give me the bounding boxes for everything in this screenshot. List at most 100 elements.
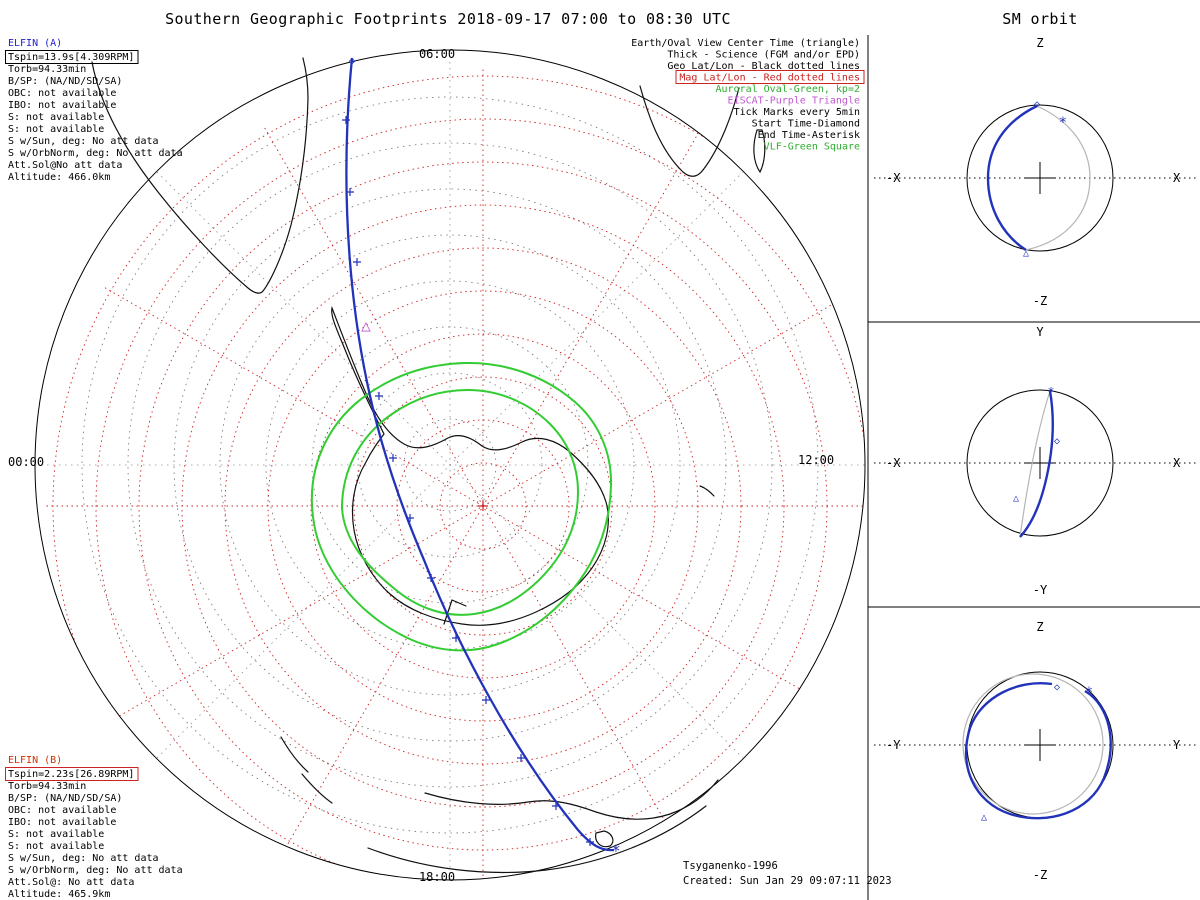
australia-south-coastline (424, 779, 719, 820)
mag-lat-circle (224, 247, 742, 765)
new-zealand-north-island (301, 773, 333, 804)
auroral-oval-outer (310, 361, 613, 652)
axis-label-bottom: -Z (1033, 868, 1047, 882)
orbit-near-arc (964, 681, 1112, 820)
mlt-label-top: 06:00 (419, 47, 455, 61)
legend-line: End Time-Asterisk (758, 130, 860, 141)
center-time-triangle-marker: △ (1013, 493, 1019, 504)
elfin-b-tspin-box (5, 767, 139, 781)
elfin-b-line: Altitude: 465.9km (8, 889, 110, 900)
eiscat-triangle-marker: △ (361, 316, 371, 335)
center-cross (1024, 729, 1056, 761)
elfin-a-tspin-box (5, 50, 139, 64)
elfin-a-line: S: not available (8, 124, 104, 135)
elfin-a-info: ELFIN (A) Tspin=13.9s[4.309RPM] Torb=94.… (5, 38, 183, 183)
elfin-b-line: S: not available (8, 829, 104, 840)
sm-orbit-title: SM orbit (1002, 10, 1077, 28)
elfin-b-line: B/SP: (NA/ND/SD/SA) (8, 793, 122, 804)
legend-line: Mag Lat/Lon - Red dotted lines (679, 73, 860, 84)
footer: Tsyganenko-1996 Created: Sun Jan 29 09:0… (683, 860, 892, 887)
satellite-track (345, 57, 615, 852)
page-title: Southern Geographic Footprints 2018-09-1… (165, 10, 731, 28)
elfin-a-line: S: not available (8, 112, 104, 123)
axis-label-right: Y (1173, 738, 1181, 752)
elfin-b-line: Torb=94.33min (8, 781, 86, 792)
orbit-far-arc (962, 673, 1104, 815)
mag-lat-circle (310, 333, 656, 679)
axis-label-left: -X (886, 171, 901, 185)
ross-sea-notch (443, 599, 467, 625)
elfin-a-line: S w/OrbNorm, deg: No att data (8, 148, 183, 159)
orbit-near-arc (1019, 390, 1054, 538)
earth-circle (966, 104, 1114, 252)
elfin-a-line: Torb=94.33min (8, 64, 86, 75)
legend-mag-box (675, 70, 865, 84)
new-zealand-south-island (280, 736, 309, 773)
geo-lat-circle (219, 234, 681, 696)
tasmania-coastline (595, 830, 614, 848)
mag-lat-circle (439, 462, 527, 550)
start-time-diamond-marker: ◇ (1034, 99, 1040, 110)
geo-lat-circle (127, 142, 773, 788)
elfin-a-line: S w/Sun, deg: No att data (8, 136, 159, 147)
geo-meridians (35, 50, 865, 880)
geo-lat-circle (265, 280, 635, 650)
axis-label-left: -Y (886, 738, 901, 752)
mlt-label-bottom: 18:00 (419, 870, 455, 884)
elfin-a-line: Altitude: 466.0km (8, 172, 110, 183)
legend: Earth/Oval View Center Time (triangle) T… (631, 38, 865, 153)
start-time-diamond-marker: ◇ (1054, 682, 1060, 693)
axis-label-bottom: -Y (1033, 583, 1048, 597)
end-time-asterisk-marker: * (611, 841, 621, 860)
center-time-triangle-marker: △ (981, 812, 987, 823)
antarctica-coastline (331, 306, 609, 626)
geo-lat-circle (357, 372, 543, 558)
orbit-far-arc (1019, 390, 1051, 538)
legend-line: Start Time-Diamond (752, 119, 860, 130)
orbit-far-arc (1025, 105, 1091, 251)
madagascar-coastline (753, 129, 766, 174)
auroral-oval-inner (340, 388, 580, 616)
legend-line: EISCAT-Purple Triangle (728, 96, 860, 107)
sm-orbit-panel-yz: * ◇ △ Z -Z -Y Y (874, 620, 1196, 882)
south-america-coastline (91, 57, 309, 294)
mlt-label-right: 12:00 (798, 453, 834, 467)
elfin-b-line: Att.Sol@: No att data (8, 877, 134, 888)
legend-line: Thick - Science (FGM and/or EPD) (667, 50, 860, 61)
map-boundary-circle (34, 49, 866, 881)
center-time-triangle-marker: △ (1023, 248, 1029, 259)
axis-label-left: -X (886, 456, 901, 470)
axis-label-top: Y (1036, 325, 1044, 339)
elfin-b-tspin: Tspin=2.23s[26.89RPM] (8, 769, 134, 780)
created-label: Created: Sun Jan 29 09:07:11 2023 (683, 875, 892, 887)
axis-label-bottom: -Z (1033, 294, 1047, 308)
track-tick-marks (342, 116, 594, 846)
start-time-diamond-marker: ◇ (1054, 436, 1060, 447)
mag-lat-circle (95, 118, 865, 880)
geo-lat-circle (81, 96, 819, 834)
sm-orbit-panel-xz: * ◇ △ Z -Z -X X (874, 36, 1196, 308)
orbit-near-arc (986, 104, 1038, 252)
legend-line: VLF-Green Square (764, 142, 860, 153)
coastlines (91, 57, 766, 874)
elfin-b-line: S w/OrbNorm, deg: No att data (8, 865, 183, 876)
elfin-b-name: ELFIN (B) (8, 755, 62, 766)
end-time-asterisk-marker: * (1085, 685, 1093, 701)
legend-line: Auroral Oval-Green, kp=2 (716, 84, 861, 95)
start-time-diamond-marker: ◇ (349, 54, 356, 67)
elfin-b-line: IBO: not available (8, 817, 116, 828)
small-island (699, 485, 715, 497)
end-time-asterisk-marker: * (1059, 115, 1067, 131)
mlt-label-left: 00:00 (8, 455, 44, 469)
model-label: Tsyganenko-1996 (683, 860, 778, 872)
australia-outer-coastline (367, 805, 707, 874)
elfin-b-info: ELFIN (B) Tspin=2.23s[26.89RPM] Torb=94.… (5, 755, 183, 900)
mag-lat-circle (396, 419, 570, 593)
sm-orbit-panel-xy: * ◇ △ Y -Y -X X (874, 325, 1196, 597)
elfin-a-line: OBC: not available (8, 88, 116, 99)
elfin-a-name: ELFIN (A) (8, 38, 62, 49)
elfin-b-line: S w/Sun, deg: No att data (8, 853, 159, 864)
center-cross (1024, 162, 1056, 194)
mag-pole-cross (478, 501, 488, 511)
legend-line: Earth/Oval View Center Time (triangle) (631, 38, 860, 49)
